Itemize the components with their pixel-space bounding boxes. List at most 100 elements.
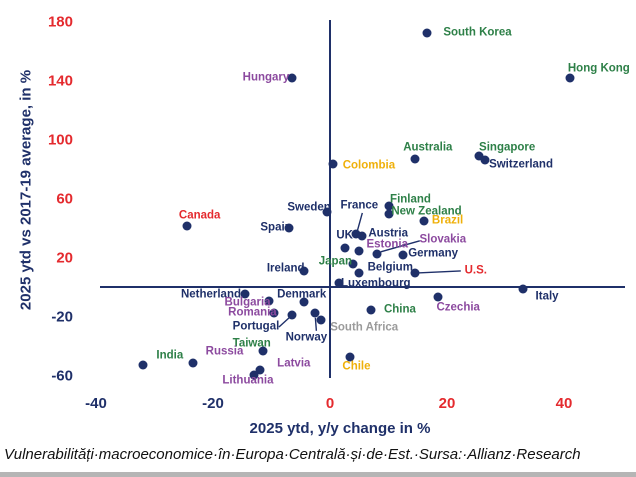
country-label-singapore: Singapore <box>479 140 536 153</box>
country-label-south-korea: South Korea <box>443 26 512 39</box>
leader-line-france <box>356 212 363 232</box>
data-point-taiwan <box>258 346 268 356</box>
data-point-luxembourg <box>334 278 344 288</box>
data-point-lithuania <box>249 370 259 380</box>
data-point-switzerland <box>480 155 490 165</box>
country-label-switzerland: Switzerland <box>489 158 553 171</box>
country-label-belgium: Belgium <box>367 261 413 274</box>
data-point-czechia <box>433 292 443 302</box>
leader-line-norway <box>314 317 318 331</box>
country-label-austria: Austria <box>368 227 408 240</box>
country-label-france: France <box>340 199 379 212</box>
country-label-australia: Australia <box>403 140 453 153</box>
country-label-finland: Finland <box>390 193 431 206</box>
data-point-chile <box>345 352 355 362</box>
data-point-australia <box>410 154 420 164</box>
country-label-germany: Germany <box>408 247 459 260</box>
country-label-ireland: Ireland <box>266 262 305 275</box>
data-point-russia <box>188 358 198 368</box>
data-point-singapore <box>474 151 484 161</box>
data-point-hong-kong <box>565 73 575 83</box>
data-point-romania <box>269 308 279 318</box>
x-axis-line <box>100 286 625 288</box>
country-label-romania: Romania <box>228 306 277 319</box>
data-point-ireland <box>299 266 309 276</box>
data-point-estonia <box>354 246 364 256</box>
country-label-estonia: Estonia <box>366 238 409 251</box>
y-tick-label: -60 <box>51 367 73 384</box>
data-point-japan <box>348 259 358 269</box>
country-label-canada: Canada <box>178 209 221 222</box>
data-point-portugal <box>287 310 297 320</box>
x-tick-label: 40 <box>555 395 573 412</box>
data-point-india <box>138 360 148 370</box>
country-label-portugal: Portugal <box>232 320 280 333</box>
country-label-norway: Norway <box>285 331 328 344</box>
data-point-new-zealand <box>384 209 393 219</box>
chart-caption: Vulnerabilități·macroeconomice·în·Europa… <box>4 446 581 463</box>
data-point-china <box>366 305 376 315</box>
data-point-uk <box>340 243 350 253</box>
country-label-netherlands: Netherlands <box>180 287 248 300</box>
data-point-finland <box>384 201 393 211</box>
country-label-spain: Spain <box>260 221 292 234</box>
country-label-u-s-: U.S. <box>464 264 487 277</box>
leader-lines <box>278 212 461 331</box>
country-label-colombia: Colombia <box>342 159 396 172</box>
country-label-luxembourg: Luxembourg <box>340 277 411 290</box>
x-tick-label: -20 <box>202 395 224 412</box>
country-label-latvia: Latvia <box>277 357 311 370</box>
data-point-belgium <box>354 268 364 278</box>
x-axis-title: 2025 ytd, y/y change in % <box>249 420 431 437</box>
data-point-latvia <box>255 365 265 375</box>
country-label-brazil: Brazil <box>431 213 464 226</box>
country-label-new-zealand: New Zealand <box>391 205 462 218</box>
country-label-bulgaria: Bulgaria <box>224 296 271 309</box>
country-label-italy: Italy <box>535 290 559 303</box>
data-point-netherlands <box>240 289 250 299</box>
country-label-uk: UK <box>336 229 353 242</box>
y-tick-label: 140 <box>47 72 73 89</box>
y-axis-line <box>329 20 331 378</box>
country-label-czechia: Czechia <box>436 301 480 314</box>
country-label-hungary: Hungary <box>242 71 290 84</box>
country-label-sweden: Sweden <box>287 201 331 214</box>
country-label-lithuania: Lithuania <box>222 374 274 386</box>
x-tick-label: 0 <box>325 395 335 412</box>
data-point-slovakia <box>372 249 382 259</box>
country-label-india: India <box>156 349 184 362</box>
data-point-norway <box>310 308 320 318</box>
data-point-denmark <box>299 297 309 307</box>
data-point-u-s- <box>410 268 420 278</box>
data-point-canada <box>182 221 192 231</box>
data-point-south-korea <box>422 28 432 38</box>
data-point-colombia <box>328 159 338 169</box>
x-tick-label: 20 <box>438 395 456 412</box>
leader-line-slovakia <box>380 240 420 253</box>
data-point-brazil <box>419 216 429 226</box>
country-label-hong-kong: Hong Kong <box>567 62 630 75</box>
y-tick-label: 180 <box>47 13 73 30</box>
x-tick-label: -40 <box>85 395 107 412</box>
data-point-hungary <box>287 73 297 83</box>
y-tick-label: -20 <box>51 308 73 325</box>
data-point-austria <box>357 231 367 241</box>
country-label-chile: Chile <box>342 360 371 373</box>
data-point-south-africa <box>316 315 326 325</box>
data-point-france <box>351 229 361 239</box>
leader-line-u-s- <box>417 270 461 274</box>
country-label-japan: Japan <box>318 255 353 268</box>
data-point-italy <box>518 284 528 294</box>
country-label-denmark: Denmark <box>277 288 327 300</box>
data-point-sweden <box>322 207 332 217</box>
leader-line-portugal <box>278 316 291 328</box>
country-label-slovakia: Slovakia <box>419 233 467 246</box>
y-tick-label: 20 <box>56 249 73 266</box>
country-label-taiwan: Taiwan <box>232 337 271 350</box>
data-point-germany <box>398 250 408 260</box>
data-point-spain <box>284 223 294 233</box>
country-label-south-africa: South Africa <box>330 321 399 334</box>
scatter-chart: -40 -20 0 20 40 180 140 100 60 20 -20 -60 South Kor… <box>18 13 630 437</box>
country-label-china: China <box>383 303 416 316</box>
